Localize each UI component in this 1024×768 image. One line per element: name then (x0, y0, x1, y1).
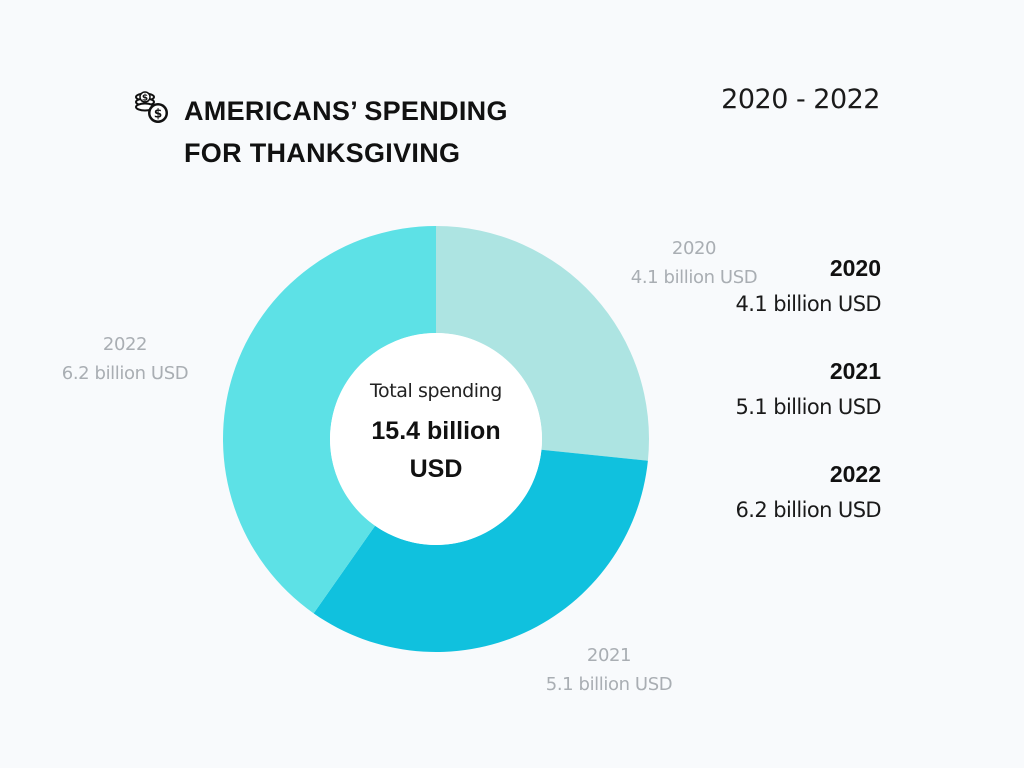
legend-year: 2020 (829, 255, 881, 281)
donut-hole (330, 333, 542, 545)
slice-label-value: 5.1 billion USD (545, 674, 673, 695)
slice-label-2021: 2021 5.1 billion USD (543, 641, 675, 699)
legend-value: 4.1 billion USD (735, 292, 882, 316)
chart-title-line2: FOR THANKSGIVING (184, 138, 461, 168)
donut-slice-2020 (436, 226, 649, 461)
legend-value: 5.1 billion USD (735, 395, 882, 419)
legend: 2020 4.1 billion USD 2021 5.1 billion US… (735, 252, 882, 561)
slice-label-value: 4.1 billion USD (630, 267, 758, 288)
svg-text:$: $ (154, 107, 162, 121)
donut-slice-2021 (313, 449, 648, 652)
chart-title-line1: AMERICANS’ SPENDING (184, 96, 508, 126)
svg-text:$: $ (142, 94, 148, 104)
date-range: 2020 - 2022 (721, 84, 880, 115)
legend-item-2022: 2022 6.2 billion USD (735, 458, 882, 561)
slice-label-2020: 2020 4.1 billion USD (628, 234, 760, 292)
total-spending-label: Total spending (370, 380, 502, 402)
slice-label-value: 6.2 billion USD (61, 363, 189, 384)
coins-icon: $ $ (135, 91, 168, 123)
slice-label-year: 2021 (586, 645, 632, 666)
legend-year: 2021 (829, 358, 881, 384)
donut-slice-2022 (223, 226, 436, 614)
legend-year: 2022 (829, 461, 881, 487)
slice-label-2022: 2022 6.2 billion USD (59, 330, 191, 388)
chart-center: Total spending 15.4 billion USD (336, 380, 536, 488)
slice-label-year: 2022 (102, 334, 148, 355)
legend-item-2020: 2020 4.1 billion USD (735, 252, 882, 355)
legend-item-2021: 2021 5.1 billion USD (735, 355, 882, 458)
total-value-line2: USD (409, 455, 463, 483)
total-value-line1: 15.4 billion (371, 417, 501, 445)
slice-label-year: 2020 (671, 238, 717, 259)
total-spending-value: 15.4 billion USD (336, 412, 536, 488)
legend-value: 6.2 billion USD (735, 498, 882, 522)
chart-title: AMERICANS’ SPENDING FOR THANKSGIVING (184, 90, 604, 174)
